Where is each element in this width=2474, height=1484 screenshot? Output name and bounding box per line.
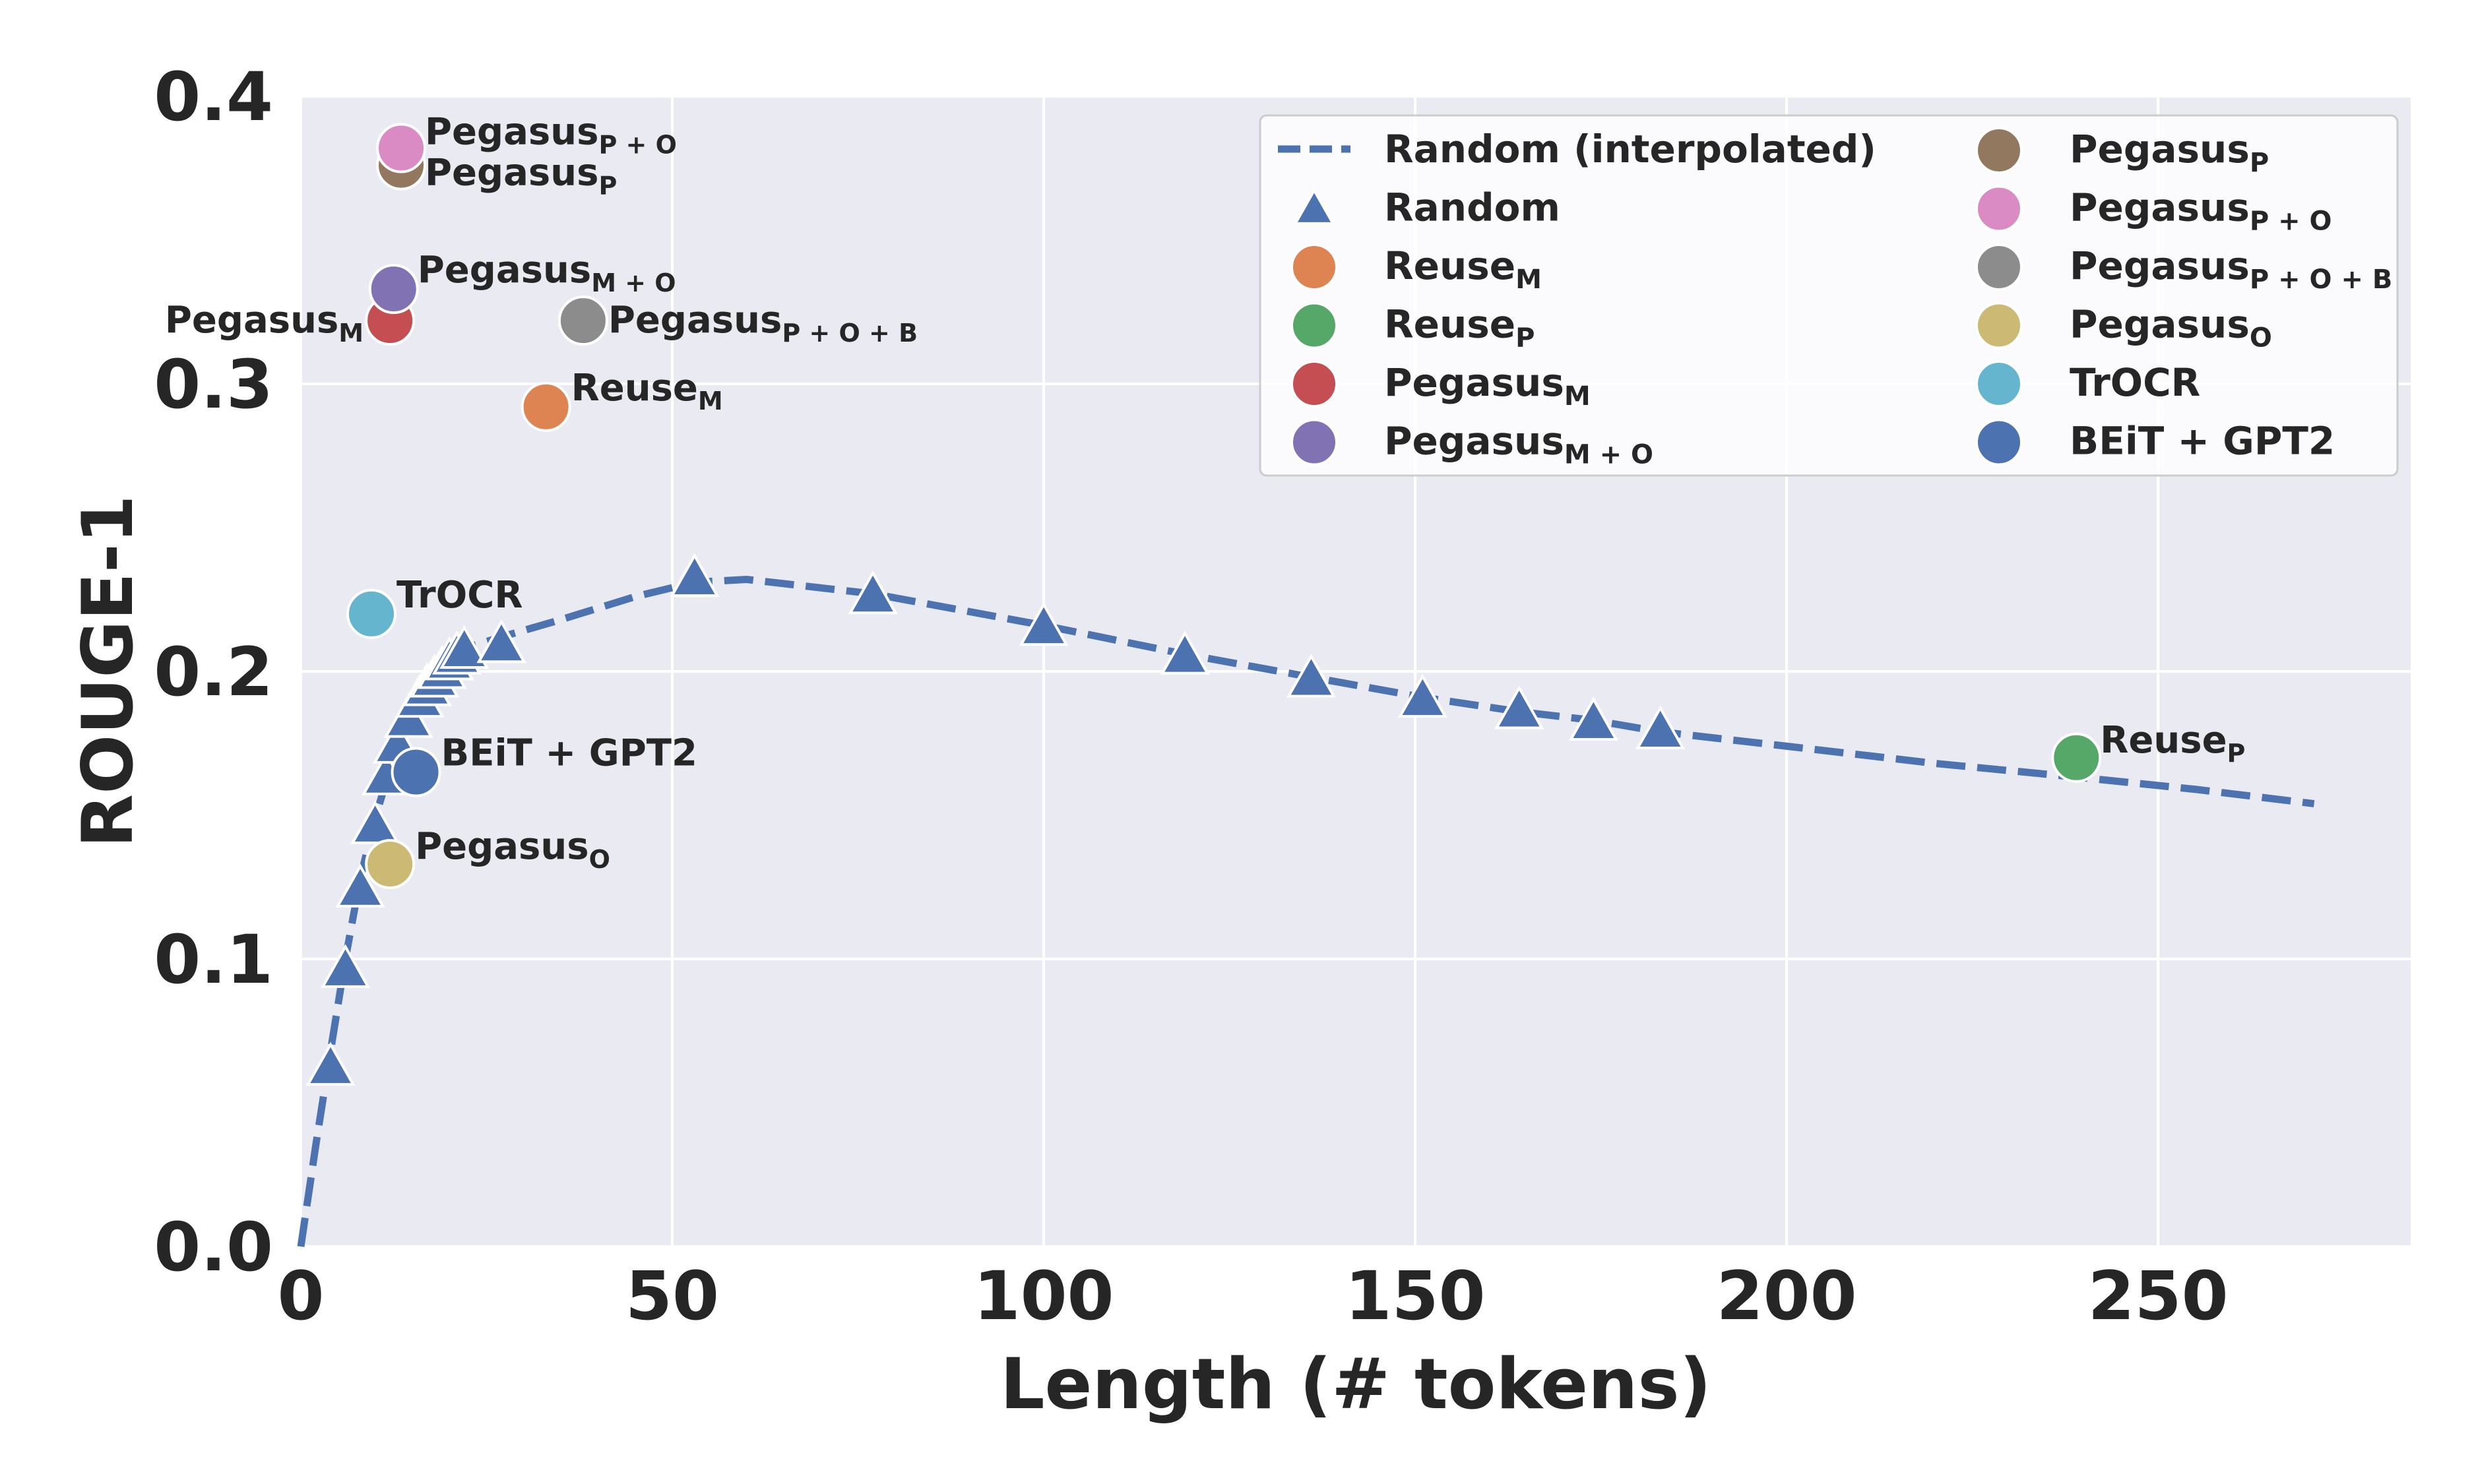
series-layer xyxy=(297,123,2315,1247)
legend-label: TrOCR xyxy=(2070,360,2200,405)
legend-label: Random xyxy=(1384,185,1560,230)
legend-box xyxy=(1259,114,2399,477)
random-triangle-marker xyxy=(320,944,371,988)
beit-gpt2-annotation: BEiT + GPT2 xyxy=(441,732,697,775)
random-triangle-marker xyxy=(1568,696,1618,741)
legend-circle-swatch xyxy=(1975,243,2023,291)
legend-item: BEiT + GPT2 xyxy=(1975,418,2335,466)
random-triangle-marker xyxy=(476,619,526,664)
legend-triangle-swatch xyxy=(1293,187,1335,225)
random-triangle-marker xyxy=(848,570,898,615)
legend-label: PegasusO xyxy=(2070,302,2272,354)
reuse-p-point xyxy=(2051,732,2102,783)
x-axis-label: Length (# tokens) xyxy=(1000,1344,1711,1425)
legend-item: PegasusP xyxy=(1975,127,2269,178)
legend-item: PegasusM + O xyxy=(1290,418,1653,470)
x-tick-label: 100 xyxy=(974,1257,1114,1336)
y-tick-label: 0.1 xyxy=(154,921,273,999)
legend-circle-swatch xyxy=(1975,301,2023,350)
random-triangle-marker xyxy=(439,625,490,669)
x-tick-label: 250 xyxy=(2088,1257,2229,1336)
legend-item: Random (interpolated) xyxy=(1278,127,1876,171)
legend-label: ReuseM xyxy=(1384,243,1542,295)
random-triangle-marker xyxy=(1286,654,1337,698)
legend-label: Random (interpolated) xyxy=(1384,127,1876,171)
legend-item: Random xyxy=(1293,185,1560,230)
legend-label: PegasusM + O xyxy=(1384,419,1653,470)
y-tick-label: 0.0 xyxy=(154,1208,273,1287)
legend-item: PegasusM xyxy=(1290,360,1591,412)
random-triangle-marker xyxy=(1160,631,1210,675)
x-tick-label: 0 xyxy=(278,1257,325,1336)
legend-label: ReuseP xyxy=(1384,302,1535,354)
x-tick-label: 50 xyxy=(625,1257,719,1336)
random-triangle-marker xyxy=(670,553,720,597)
trocr-point xyxy=(346,588,396,639)
pegasus-o-point xyxy=(365,839,416,890)
random-triangle-marker xyxy=(335,863,385,908)
random-triangle-marker xyxy=(1494,685,1544,729)
pegasus-p-o-point xyxy=(376,123,427,173)
reuse-m-annotation: ReuseM xyxy=(571,367,723,416)
legend-item: PegasusP + O + B xyxy=(1975,243,2392,295)
legend-label: PegasusP xyxy=(2070,127,2269,178)
legend: Random (interpolated) Random ReuseM ReuseP P… xyxy=(1259,114,2399,477)
legend-circle-swatch xyxy=(1975,185,2023,233)
random-triangle-marker xyxy=(305,1041,356,1086)
legend-circle-swatch xyxy=(1290,301,1338,350)
legend-item: TrOCR xyxy=(1975,360,2200,408)
random-triangle-marker xyxy=(350,800,400,844)
pegasus-m-annotation: PegasusM xyxy=(165,299,364,348)
y-tick-label: 0.2 xyxy=(154,633,273,712)
x-tick-label: 150 xyxy=(1345,1257,1486,1336)
pegasus-p-o-b-point xyxy=(557,295,608,346)
reuse-p-annotation: ReuseP xyxy=(2100,719,2245,768)
random-triangle-marker xyxy=(1019,602,1069,646)
legend-item: ReuseM xyxy=(1290,243,1542,295)
x-tick-label: 200 xyxy=(1717,1257,1857,1336)
legend-circle-swatch xyxy=(1290,418,1338,466)
reuse-m-point xyxy=(521,381,571,432)
pegasus-m-o-point xyxy=(368,264,419,315)
trocr-annotation: TrOCR xyxy=(396,574,523,617)
pegasus-o-annotation: PegasusO xyxy=(415,825,610,874)
tick-labels: 0 50 100 150 200 250 0.0 0.1 0.2 0.3 0.4 xyxy=(154,58,2228,1336)
pegasus-m-o-annotation: PegasusM + O xyxy=(418,249,676,297)
legend-circle-swatch xyxy=(1290,243,1338,291)
pegasus-p-o-annotation: PegasusP + O xyxy=(425,110,677,159)
legend-circle-swatch xyxy=(1290,360,1338,408)
pegasus-p-annotation: PegasusP xyxy=(425,152,617,201)
pegasus-p-o-b-annotation: PegasusP + O + B xyxy=(608,299,918,348)
legend-item: PegasusO xyxy=(1975,301,2272,354)
legend-circle-swatch xyxy=(1975,127,2023,174)
random-triangle-marker xyxy=(1397,673,1447,718)
legend-circle-swatch xyxy=(1975,360,2023,408)
legend-label: PegasusP + O + B xyxy=(2070,243,2392,295)
random-triangle-marker xyxy=(1635,705,1686,750)
y-axis-label: ROUGE-1 xyxy=(67,495,148,848)
legend-label: PegasusM xyxy=(1384,360,1591,412)
legend-item: PegasusP + O xyxy=(1975,185,2332,237)
legend-label: BEiT + GPT2 xyxy=(2070,419,2335,464)
legend-label: PegasusP + O xyxy=(2070,185,2332,237)
y-tick-label: 0.3 xyxy=(154,346,273,424)
legend-item: ReuseP xyxy=(1290,301,1535,354)
y-tick-label: 0.4 xyxy=(154,58,273,137)
legend-circle-swatch xyxy=(1975,418,2023,466)
beit-gpt2-point xyxy=(391,747,441,797)
